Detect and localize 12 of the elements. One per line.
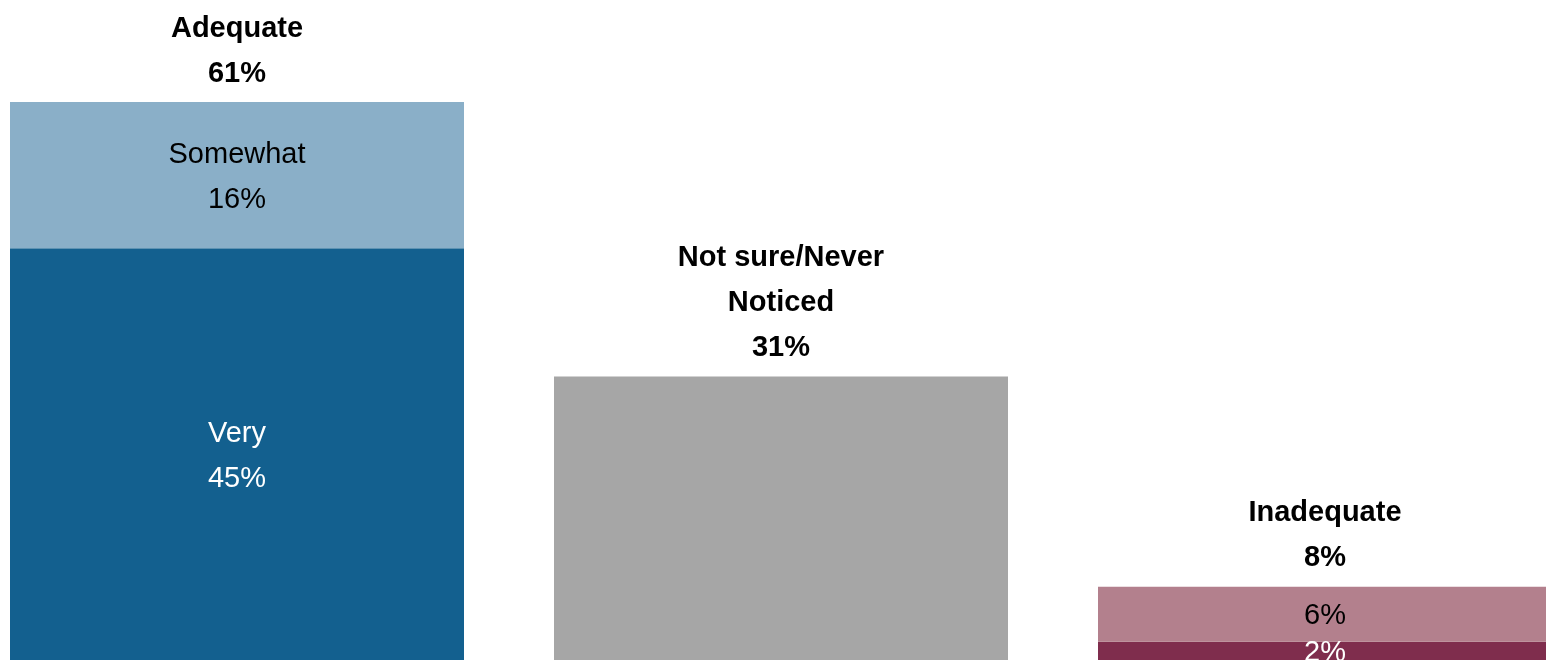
- total-label: 8%: [1304, 540, 1347, 573]
- total-label: 31%: [751, 329, 811, 362]
- x-tick-label: Not sure/Never Noticed: [677, 239, 885, 317]
- data-label: Very 45%: [207, 415, 267, 493]
- x-tick-label: Adequate: [170, 10, 304, 43]
- data-label: Somewhat 16%: [168, 136, 306, 214]
- total-label: 61%: [207, 55, 267, 88]
- bar: [554, 376, 1008, 660]
- data-label: 6%: [1304, 598, 1346, 631]
- x-tick-label: Inadequate: [1248, 495, 1402, 528]
- data-label: 2%: [1304, 634, 1346, 660]
- bar: [10, 248, 464, 660]
